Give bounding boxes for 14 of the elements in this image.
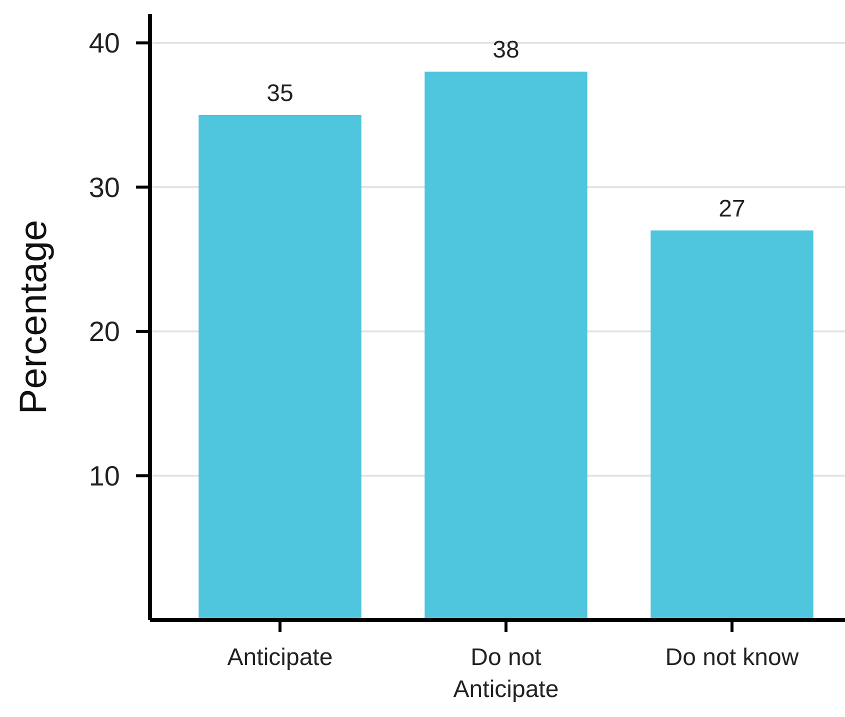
x-tick-label: Anticipate	[227, 644, 333, 671]
x-tick-label: Do not Anticipate	[453, 644, 559, 703]
y-tick-label: 40	[88, 28, 120, 59]
y-tick-label: 30	[88, 172, 120, 203]
data-label: 38	[492, 36, 520, 64]
bar	[198, 115, 362, 620]
y-axis-title: Percentage	[13, 220, 55, 414]
bar	[650, 230, 814, 620]
y-tick-label: 10	[88, 460, 120, 492]
y-tick-label: 20	[88, 316, 120, 348]
bar	[424, 72, 588, 620]
x-tick-label: Do not know	[665, 644, 800, 671]
data-label: 35	[266, 80, 294, 107]
data-label: 27	[718, 195, 746, 222]
